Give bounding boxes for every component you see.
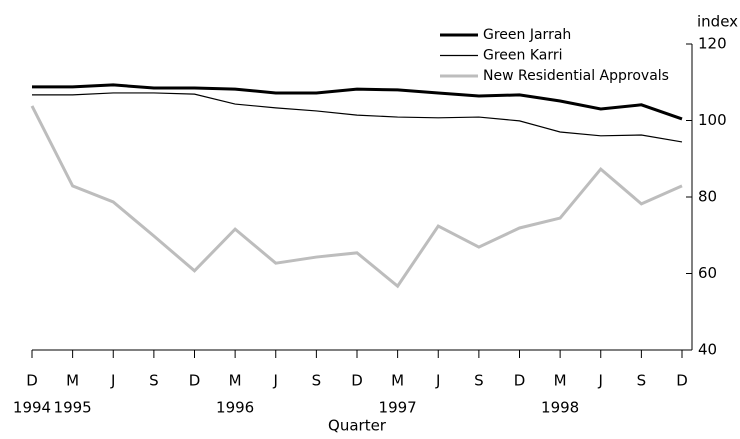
legend-label: Green Karri — [483, 48, 563, 64]
x-tick-label: J — [273, 372, 278, 390]
legend-label: New Residential Approvals — [483, 68, 669, 84]
year-label: 1997 — [379, 399, 417, 417]
y-tick-label: 120 — [698, 35, 727, 53]
x-tick-label: D — [514, 372, 526, 390]
year-label: 1994 — [13, 399, 51, 417]
series-line — [32, 92, 683, 143]
x-tick-label: S — [149, 372, 159, 390]
x-tick-label: M — [229, 372, 242, 390]
x-tick-label: D — [351, 372, 363, 390]
x-tick-label: D — [26, 372, 38, 390]
x-tick-label: J — [435, 372, 440, 390]
series-line — [32, 83, 683, 121]
x-tick-label: J — [598, 372, 603, 390]
x-tick-label: M — [391, 372, 404, 390]
x-tick-label: D — [676, 372, 688, 390]
x-axis-label: Quarter — [328, 417, 387, 435]
y-tick-label: 60 — [698, 264, 717, 282]
series-line — [30, 105, 683, 289]
year-label: 1995 — [54, 399, 92, 417]
year-label: 1998 — [541, 399, 579, 417]
legend-label: Green Jarrah — [483, 27, 571, 43]
y-axis-label: index — [697, 13, 738, 31]
x-tick-label: S — [637, 372, 647, 390]
year-label: 1996 — [216, 399, 254, 417]
x-tick-label: M — [554, 372, 567, 390]
x-tick-label: D — [189, 372, 201, 390]
y-tick-label: 40 — [698, 341, 717, 359]
x-tick-label: M — [66, 372, 79, 390]
x-tick-label: J — [110, 372, 115, 390]
y-tick-label: 80 — [698, 188, 717, 206]
x-tick-label: S — [474, 372, 484, 390]
x-tick-label: S — [312, 372, 322, 390]
y-tick-label: 100 — [698, 111, 727, 129]
